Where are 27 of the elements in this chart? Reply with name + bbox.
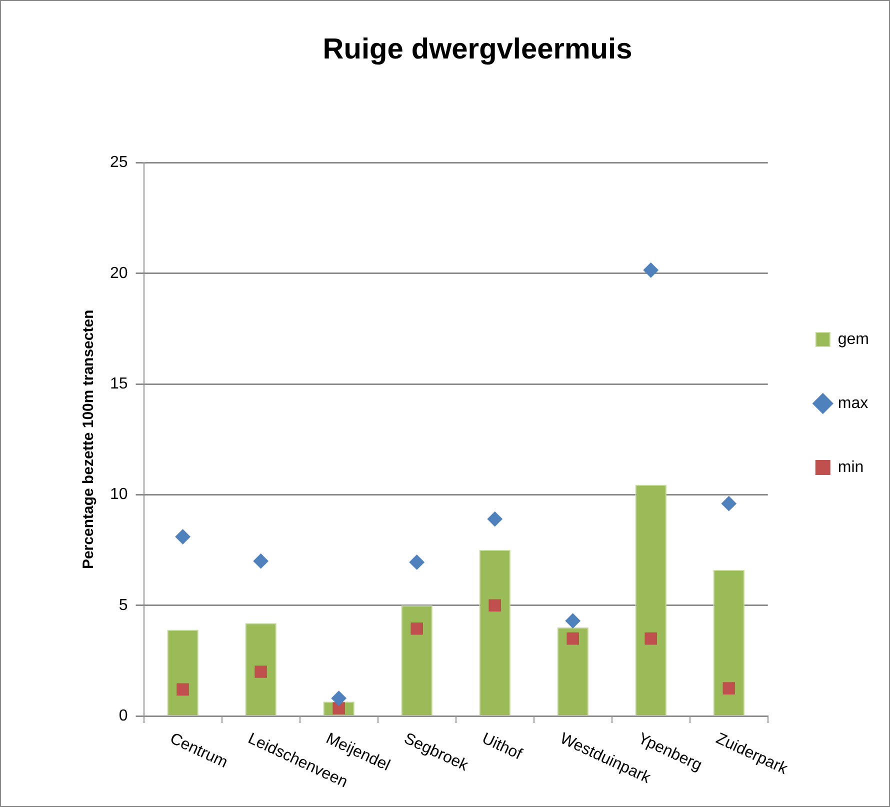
y-tick-label: 15 xyxy=(110,375,128,392)
point xyxy=(254,666,267,678)
point xyxy=(175,529,190,544)
point xyxy=(644,632,658,645)
y-axis-title: Percentage bezette 100m transecten xyxy=(80,310,98,570)
y-tick-label: 25 xyxy=(110,154,128,172)
point xyxy=(488,599,501,612)
point xyxy=(565,613,580,628)
point xyxy=(487,512,502,527)
y-tick-label: 5 xyxy=(118,596,128,614)
point xyxy=(721,496,736,512)
y-tick-label: 0 xyxy=(118,707,128,724)
chart-title: Ruige dwergvleermuis xyxy=(322,33,632,66)
point xyxy=(722,682,736,694)
y-tick-label: 20 xyxy=(110,264,128,282)
x-tick-label: Uithof xyxy=(479,730,525,764)
legend-label: max xyxy=(838,394,868,412)
point xyxy=(643,262,658,278)
point xyxy=(566,632,580,645)
legend-label: min xyxy=(838,458,864,476)
point xyxy=(253,554,268,569)
y-tick-label: 10 xyxy=(110,486,128,504)
legend-label: gem xyxy=(838,330,869,348)
point xyxy=(409,554,424,570)
point xyxy=(176,683,189,696)
point xyxy=(410,622,423,635)
point xyxy=(331,690,346,706)
